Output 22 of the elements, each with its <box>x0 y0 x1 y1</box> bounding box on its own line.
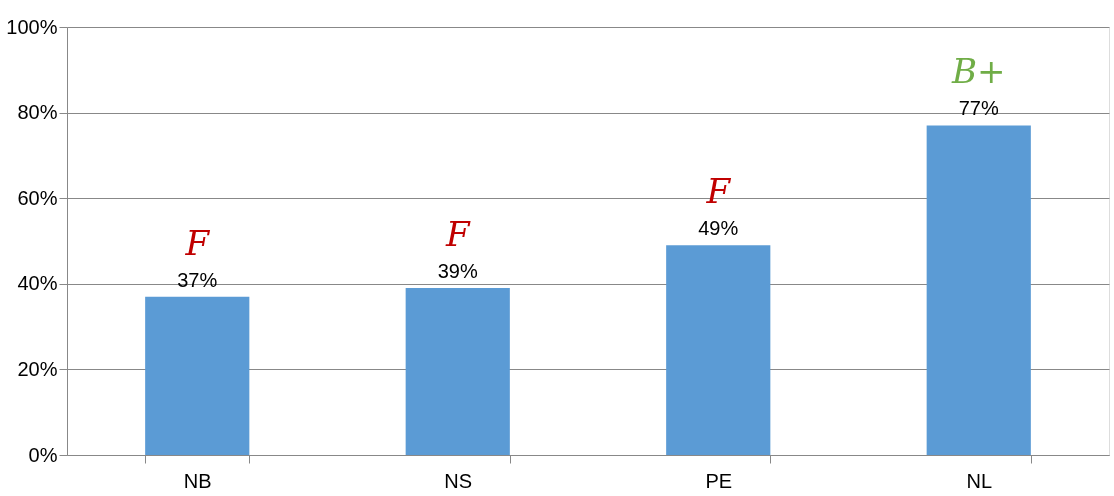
bar <box>666 245 771 455</box>
data-label: 49% <box>698 217 739 240</box>
annotation: F <box>444 214 471 255</box>
data-label: 39% <box>437 260 478 283</box>
y-tick-label: 80% <box>17 101 58 124</box>
data-label: 77% <box>958 97 999 120</box>
bar <box>405 288 510 455</box>
y-tick-label: 40% <box>17 272 58 295</box>
x-tick-label: NS <box>444 469 473 492</box>
annotation: F <box>184 222 211 263</box>
annotation: B+ <box>951 51 1006 92</box>
y-tick-label: 20% <box>17 357 58 380</box>
y-tick-label: 100% <box>6 15 58 38</box>
x-tick-label: NB <box>183 469 212 492</box>
bar <box>145 296 250 455</box>
y-tick-label: 60% <box>17 186 58 209</box>
data-label: 37% <box>177 268 218 291</box>
annotation: F <box>705 171 732 212</box>
x-tick-label: PE <box>705 469 733 492</box>
bar <box>926 125 1031 455</box>
y-tick-label: 0% <box>28 443 58 466</box>
x-tick-label: NL <box>966 469 993 492</box>
